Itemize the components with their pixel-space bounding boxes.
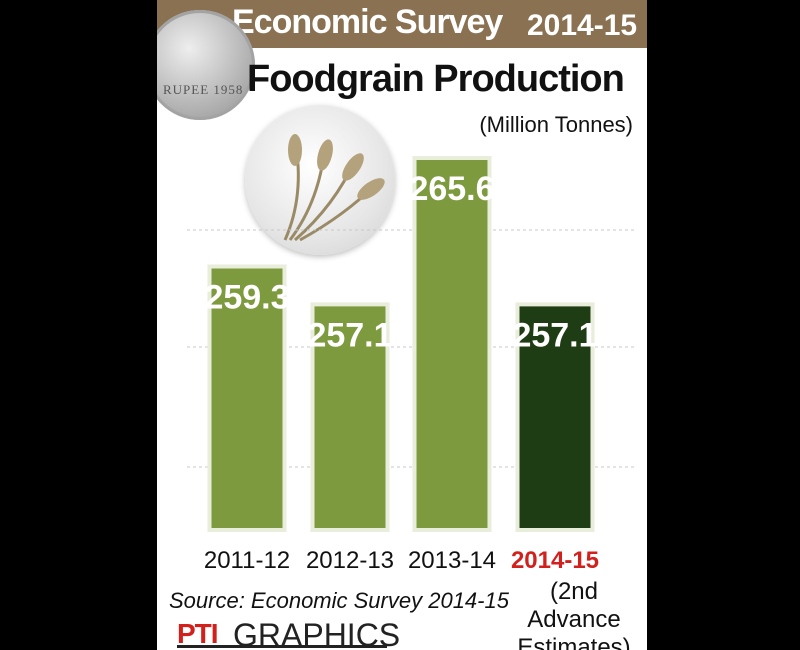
x-tick-label: 2014-15 <box>511 547 599 574</box>
bar-2012-13 <box>310 302 390 532</box>
infographic-panel: Economic Survey 2014-15 RUPEE 1958 Foodg… <box>157 0 647 650</box>
bar-value-label: 257.1 <box>512 316 597 354</box>
source-text: Source: Economic Survey 2014-15 <box>169 588 509 613</box>
wheat-icon <box>283 134 385 242</box>
x-tick-label: 2013-14 <box>408 547 496 574</box>
bar-2011-12 <box>207 264 287 532</box>
credit-text: GRAPHICS <box>233 617 401 650</box>
bar-value-label: 259.3 <box>204 279 289 317</box>
chart-bars <box>207 156 595 532</box>
chart-bar-labels: 259.3 257.1 265.6 257.1 <box>204 170 597 354</box>
coin-text: RUPEE 1958 <box>163 82 244 97</box>
chart-subtitle: (Million Tonnes) <box>479 112 633 137</box>
x-tick-label: 2011-12 <box>204 547 290 574</box>
bar-value-label: 265.6 <box>409 170 494 208</box>
x-tick-label: 2012-13 <box>306 547 394 574</box>
credit-divider <box>177 645 387 648</box>
chart-x-ticks: 2011-12 2012-13 2013-14 2014-15 <box>204 547 599 574</box>
header-year: 2014-15 <box>527 9 638 42</box>
rupee-coin-image: RUPEE 1958 <box>157 10 255 120</box>
bar-value-label: 257.1 <box>307 316 392 354</box>
header-title: Economic Survey <box>232 3 503 41</box>
chart-note: (2nd Advance Estimates) <box>517 578 631 650</box>
bar-2014-15 <box>515 302 595 532</box>
pti-logo: PTI <box>177 618 219 649</box>
bar-2013-14 <box>412 156 492 532</box>
chart-title: Foodgrain Production <box>247 58 625 100</box>
chart-area: 259.3 257.1 265.6 257.1 2011-12 2012-13 2013-… <box>187 156 637 574</box>
